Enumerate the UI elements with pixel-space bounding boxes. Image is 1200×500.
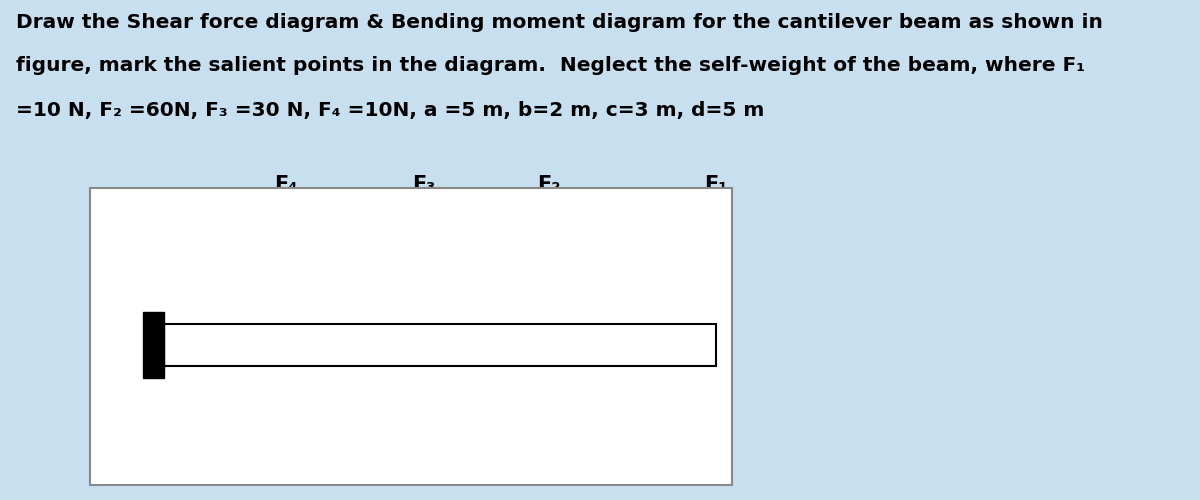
Text: figure, mark the salient points in the diagram.  Neglect the self-weight of the : figure, mark the salient points in the d… [16,56,1085,75]
Text: C: C [527,303,541,322]
Text: E: E [264,303,277,322]
Text: A: A [121,336,136,354]
Text: d: d [218,404,232,422]
Text: F₂: F₂ [538,175,560,195]
Text: c: c [349,404,360,422]
Text: Draw the Shear force diagram & Bending moment diagram for the cantilever beam as: Draw the Shear force diagram & Bending m… [16,12,1103,32]
Text: b: b [480,404,493,422]
Text: F₃: F₃ [412,175,436,195]
Text: F₄: F₄ [274,175,298,195]
Text: D: D [400,303,415,322]
Text: a: a [626,404,638,422]
Text: F₁: F₁ [704,175,727,195]
Text: =10 N, F₂ =60N, F₃ =30 N, F₄ =10N, a =5 m, b=2 m, c=3 m, d=5 m: =10 N, F₂ =60N, F₃ =30 N, F₄ =10N, a =5 … [16,101,764,120]
Text: B: B [692,303,708,322]
